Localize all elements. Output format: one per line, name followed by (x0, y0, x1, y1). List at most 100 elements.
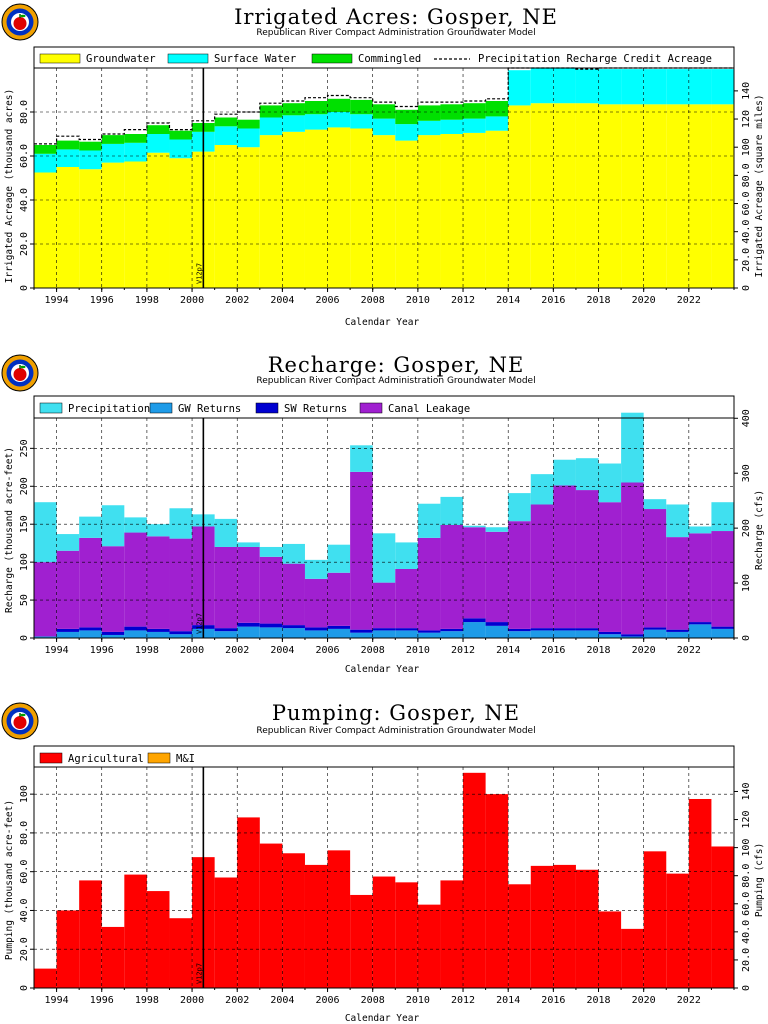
bar-gw-returns-2008 (372, 630, 396, 638)
bar-groundwater-1998 (146, 152, 170, 288)
bar-sw-returns-2018 (598, 631, 622, 635)
bar-canal-leakage-2010 (417, 537, 441, 631)
bar-groundwater-1993 (34, 172, 57, 288)
x-tick-label: 2010 (406, 295, 430, 306)
bar-precipitation-2010 (417, 503, 441, 538)
y2-tick-label: 0 (741, 285, 752, 291)
bar-sw-returns-2005 (304, 627, 328, 631)
y-tick-label: 80.0 (19, 100, 30, 124)
bar-gw-returns-2020 (643, 629, 667, 638)
x-tick-label: 2002 (225, 995, 249, 1006)
bar-groundwater-2022 (688, 104, 712, 288)
bar-groundwater-2005 (304, 129, 328, 288)
bar-agricultural-2014 (508, 884, 531, 988)
bar-surface-water-1998 (146, 134, 170, 153)
bar-sw-returns-2014 (508, 628, 531, 632)
bar-agricultural-2008 (372, 876, 396, 988)
bar-gw-returns-1994 (56, 631, 80, 638)
bar-surface-water-2010 (417, 120, 441, 136)
y-axis-label-right: Recharge (cfs) (754, 490, 765, 570)
x-tick-label: 2006 (316, 295, 340, 306)
bar-groundwater-2015 (530, 103, 554, 288)
x-tick-label: 1996 (90, 295, 114, 306)
bar-agricultural-2019 (621, 928, 644, 988)
bar-agricultural-2006 (327, 850, 351, 988)
bar-agricultural-1999 (169, 918, 193, 988)
y-axis-label-right: Pumping (cfs) (754, 843, 765, 917)
panel-recharge: Recharge: Gosper, NE Republican River Co… (1, 353, 765, 675)
apple-logo-icon (1, 702, 39, 740)
bar-canal-leakage-2003 (259, 556, 283, 624)
y-tick-label: 50 (19, 594, 30, 606)
bar-commingled-2008 (372, 104, 396, 119)
legend-swatch-sw-returns (255, 402, 279, 414)
y-axis-label-left: Recharge (thousand acre-feet) (4, 447, 15, 613)
bar-groundwater-1999 (169, 158, 193, 288)
y-tick-label: 40.0 (19, 898, 30, 922)
bar-surface-water-2014 (508, 70, 531, 106)
chart-subtitle: Republican River Compact Administration … (256, 376, 535, 386)
legend-swatch-mi (147, 752, 171, 764)
bar-commingled-1996 (101, 135, 125, 144)
bar-sw-returns-2022 (688, 622, 712, 625)
bar-gw-returns-2004 (282, 628, 305, 638)
legend-label-canal-leakage: Canal Leakage (388, 403, 470, 415)
bar-gw-returns-2001 (214, 631, 238, 638)
legend-swatch-groundwater (39, 53, 81, 64)
bar-commingled-2010 (417, 105, 441, 121)
bar-groundwater-2008 (372, 135, 396, 288)
bar-canal-leakage-2008 (372, 582, 396, 629)
bar-agricultural-1993 (34, 968, 57, 988)
bar-precipitation-2015 (530, 474, 554, 505)
bar-canal-leakage-2011 (440, 524, 464, 629)
x-tick-label: 2008 (361, 995, 385, 1006)
bar-precipitation-2001 (214, 518, 238, 547)
bar-precipitation-2019 (621, 412, 644, 483)
y2-tick-label: 120 (741, 811, 752, 829)
bar-surface-water-2012 (463, 118, 486, 133)
bar-commingled-1999 (169, 130, 193, 140)
bar-canal-leakage-2005 (304, 578, 328, 628)
bar-gw-returns-2017 (575, 630, 599, 638)
bar-commingled-2004 (282, 103, 305, 116)
bar-groundwater-2006 (327, 127, 351, 289)
bar-canal-leakage-2016 (553, 485, 576, 629)
x-tick-label: 2010 (406, 995, 430, 1006)
bar-commingled-2006 (327, 98, 351, 112)
y2-tick-label: 100 (741, 138, 752, 156)
bar-commingled-2001 (214, 117, 238, 127)
y-tick-label: 100 (19, 553, 30, 571)
x-tick-label: 1994 (45, 995, 69, 1006)
bar-sw-returns-2023 (711, 626, 734, 629)
bar-agricultural-2016 (553, 864, 576, 988)
x-tick-label: 2008 (361, 645, 385, 656)
x-tick-label: 2016 (541, 295, 565, 306)
legend-label-groundwater: Groundwater (86, 53, 156, 65)
x-tick-label: 1996 (90, 995, 114, 1006)
bar-gw-returns-2016 (553, 630, 576, 638)
x-tick-label: 2012 (451, 645, 475, 656)
bar-surface-water-2017 (575, 69, 599, 104)
bar-canal-leakage-1994 (56, 550, 80, 629)
y2-tick-label: 100 (741, 574, 752, 592)
x-tick-label: 2020 (632, 295, 656, 306)
bar-precipitation-2005 (304, 559, 328, 579)
x-axis-label: Calendar Year (345, 317, 420, 328)
bar-surface-water-2019 (621, 69, 644, 105)
bar-gw-returns-1998 (146, 631, 170, 638)
y-tick-label: 20.0 (19, 937, 30, 961)
bar-canal-leakage-2007 (350, 471, 373, 630)
bar-sw-returns-2013 (485, 622, 509, 626)
x-tick-label: 2018 (586, 645, 610, 656)
x-tick-label: 2012 (451, 295, 475, 306)
bar-canal-leakage-1997 (124, 532, 147, 627)
y2-tick-label: 20.0 (741, 948, 752, 972)
bar-sw-returns-1996 (101, 631, 125, 635)
legend-label-mi: M&I (176, 753, 195, 765)
bar-groundwater-2002 (237, 147, 260, 288)
y-tick-label: 0 (19, 635, 30, 641)
bar-surface-water-1995 (79, 150, 102, 170)
bar-precipitation-1996 (101, 505, 125, 547)
legend-label-agricultural: Agricultural (68, 753, 144, 765)
